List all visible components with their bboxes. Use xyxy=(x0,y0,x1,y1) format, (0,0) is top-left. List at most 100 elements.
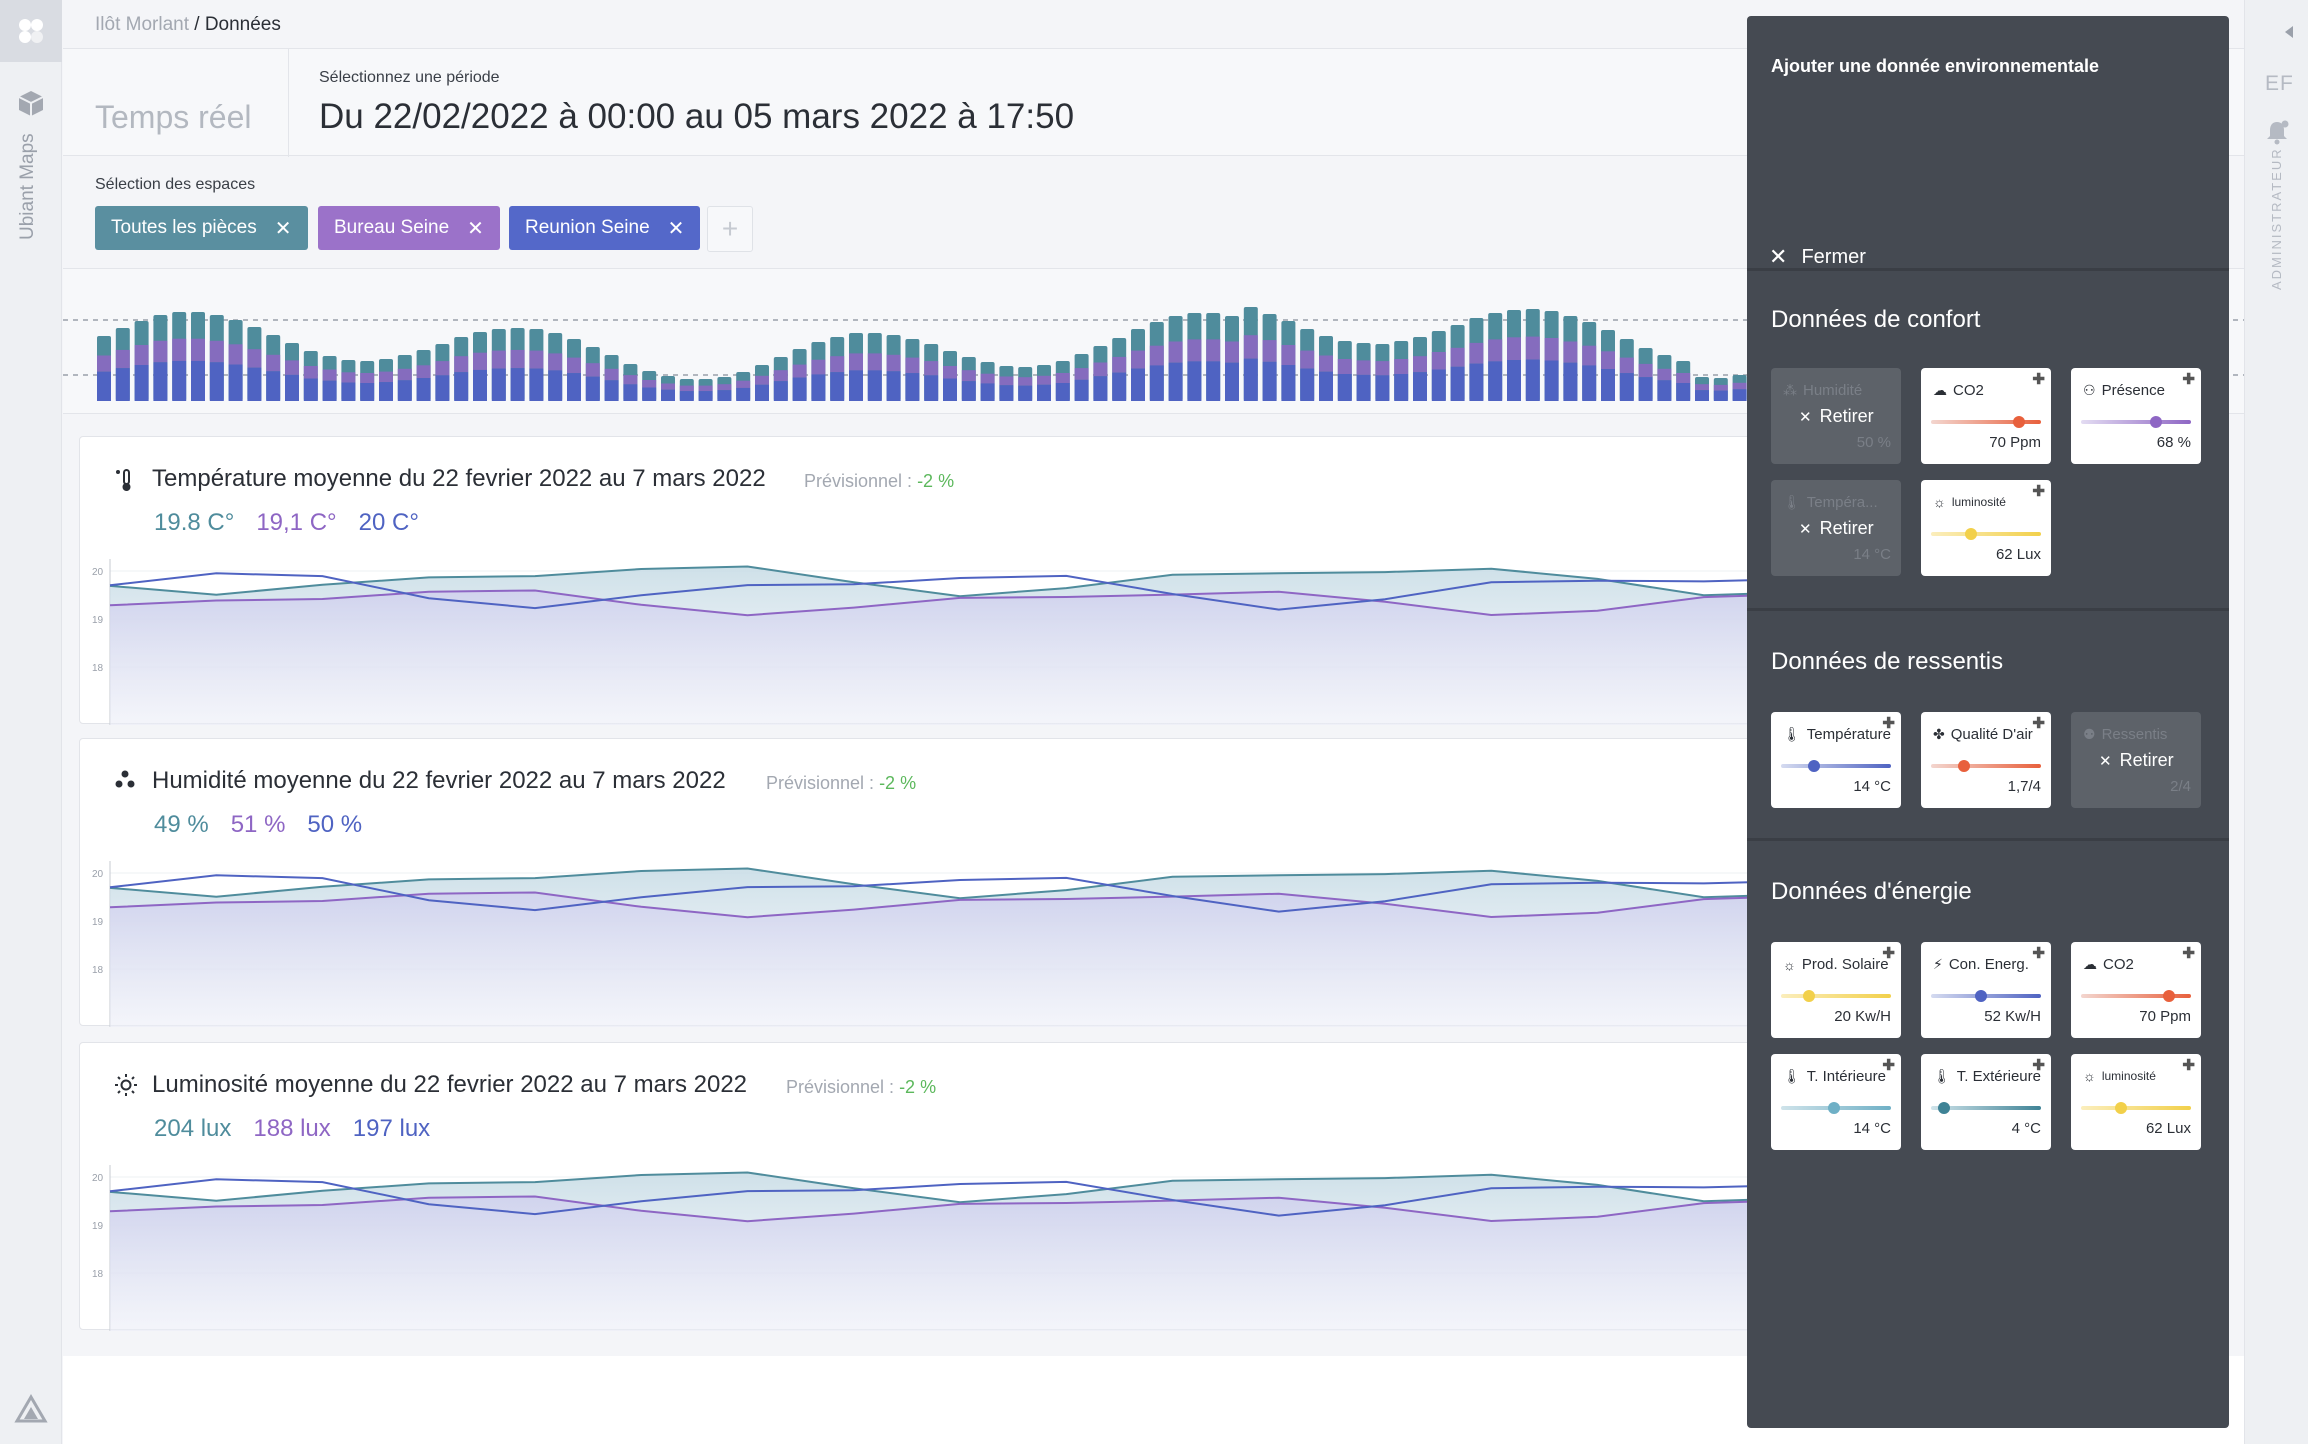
retire-button[interactable]: ✕ Retirer xyxy=(2099,750,2174,771)
timeline-bar xyxy=(1375,344,1390,401)
close-icon[interactable]: ✕ xyxy=(274,217,292,240)
tile-con-energ-[interactable]: ⚡︎ Con. Energ. ✚ 52 Kw/H xyxy=(1921,942,2051,1038)
chip-reunion-seine[interactable]: Reunion Seine ✕ xyxy=(509,206,701,250)
close-panel-button[interactable]: ✕ Fermer xyxy=(1769,244,1866,270)
app-logo-icon[interactable] xyxy=(0,0,62,62)
cube-icon[interactable] xyxy=(16,88,46,123)
plus-icon[interactable]: ✚ xyxy=(2032,715,2045,732)
timeline-bar xyxy=(1695,377,1709,401)
timeline-bar xyxy=(924,344,939,401)
timeline-bar xyxy=(153,315,168,401)
tile-value: 14 °C xyxy=(1853,778,1891,795)
tile-qualit-d-air[interactable]: ✤ Qualité D'air ✚ 1,7/4 xyxy=(1921,712,2051,808)
series-line-reunion xyxy=(109,1178,1810,1217)
timeline-bar xyxy=(1507,310,1521,401)
breadcrumb-parent[interactable]: Ilôt Morlant xyxy=(95,14,189,35)
tile-label: Con. Energ. xyxy=(1948,956,2029,973)
tile-luminosit-[interactable]: ☼ luminosité ✚ 62 Lux xyxy=(2071,1054,2201,1150)
forecast-label: Prévisionnel : xyxy=(786,1077,900,1097)
tile-prod-solaire[interactable]: ☼ Prod. Solaire ✚ 20 Kw/H xyxy=(1771,942,1901,1038)
value-reunion: 50 % xyxy=(307,811,363,838)
plus-icon[interactable]: ✚ xyxy=(2182,1057,2195,1074)
close-icon[interactable]: ✕ xyxy=(467,217,484,240)
breadcrumb-current: / Données xyxy=(194,14,281,35)
timeline-bar xyxy=(379,359,393,401)
timeline-bar xyxy=(811,342,826,401)
humidity-icon: ⁂ xyxy=(1783,382,1797,398)
plus-icon[interactable]: ✚ xyxy=(1882,945,1895,962)
person-icon: ⚉ xyxy=(2083,726,2096,742)
tile-label: luminosité xyxy=(1951,495,2006,509)
level-bar xyxy=(1931,420,2041,424)
timeline-bar xyxy=(792,349,807,401)
area-chart[interactable]: 20 19 18 xyxy=(80,851,1810,1027)
level-dot xyxy=(1802,990,1815,1002)
area-chart[interactable]: 20 19 18 xyxy=(80,1155,1810,1331)
tile-pr-sence[interactable]: ⚇ Présence ✚ 68 % xyxy=(2071,368,2201,464)
timeline-bar xyxy=(830,337,845,401)
plus-icon[interactable]: ✚ xyxy=(2182,945,2195,962)
divider xyxy=(1747,608,2229,611)
bell-icon[interactable] xyxy=(2263,118,2291,151)
timeline-bar xyxy=(867,333,882,401)
timeline-bar xyxy=(755,365,769,401)
divider xyxy=(1747,268,2229,271)
people-icon: ⚇ xyxy=(2083,382,2096,398)
tile-ressentis[interactable]: ⚉ Ressentis ✕ Retirer 2/4 xyxy=(2071,712,2201,808)
tile-t-int-rieure[interactable]: 🌡︎ T. Intérieure ✚ 14 °C xyxy=(1771,1054,1901,1150)
section-title-ressentis: Données de ressentis xyxy=(1771,648,2004,675)
timeline-bar xyxy=(191,312,205,401)
value-bureau: 51 % xyxy=(230,811,286,838)
plus-icon[interactable]: ✚ xyxy=(2032,371,2045,388)
plus-icon[interactable]: ✚ xyxy=(1882,1057,1895,1074)
plus-icon[interactable]: ✚ xyxy=(2032,945,2045,962)
y-tick-label: 20 xyxy=(92,567,104,578)
plus-icon[interactable]: ✚ xyxy=(2032,1057,2045,1074)
retire-button[interactable]: ✕ Retirer xyxy=(1799,406,1874,427)
sun-icon: ☼ xyxy=(1783,956,1796,973)
tile-label: Humidité xyxy=(1803,382,1863,399)
value-reunion: 20 C° xyxy=(358,509,419,536)
value-all: 49 % xyxy=(154,811,209,838)
collapse-caret-icon[interactable] xyxy=(2285,26,2293,38)
close-icon[interactable]: ✕ xyxy=(667,217,685,240)
tile-t-ext-rieure[interactable]: 🌡︎ T. Extérieure ✚ 4 °C xyxy=(1921,1054,2051,1150)
tile-temp-ra-[interactable]: 🌡︎ Tempéra... ✕ Retirer 14 °C xyxy=(1771,480,1901,576)
plus-icon[interactable]: ✚ xyxy=(2182,371,2195,388)
retire-label: Retirer xyxy=(1819,406,1874,426)
add-space-button[interactable]: + xyxy=(707,206,753,252)
plus-icon[interactable]: ✚ xyxy=(1882,715,1895,732)
realtime-toggle[interactable]: Temps réel xyxy=(95,99,252,135)
level-dot xyxy=(1938,1102,1951,1114)
tile-luminosit-[interactable]: ☼ luminosité ✚ 62 Lux xyxy=(1921,480,2051,576)
timeline-bar xyxy=(1018,367,1033,401)
period-selector[interactable]: Du 22/02/2022 à 00:00 au 05 mars 2022 à … xyxy=(319,97,1075,136)
plus-icon[interactable]: ✚ xyxy=(2032,483,2045,500)
tile-value: 1,7/4 xyxy=(2007,778,2041,795)
chip-bureau-seine[interactable]: Bureau Seine ✕ xyxy=(318,206,500,250)
card-values: 19.8 C° 19,1 C° 20 C° xyxy=(154,509,441,537)
temperature-card: Température moyenne du 22 fevrier 2022 a… xyxy=(79,436,1810,725)
y-tick-label: 20 xyxy=(92,869,104,880)
tile-co2[interactable]: ☁ CO2 ✚ 70 Ppm xyxy=(1921,368,2051,464)
level-bar xyxy=(1781,994,1891,998)
tile-label: Température xyxy=(1806,726,1891,743)
area-chart[interactable]: 20 19 18 xyxy=(80,549,1810,725)
tile-co2[interactable]: ☁ CO2 ✚ 70 Ppm xyxy=(2071,942,2201,1038)
tile-value: 14 °C xyxy=(1853,1120,1891,1137)
chip-all-rooms[interactable]: Toutes les pièces ✕ xyxy=(95,206,308,250)
series-area xyxy=(110,892,1810,1027)
tile-temp-rature[interactable]: 🌡︎ Température ✚ 14 °C xyxy=(1771,712,1901,808)
timeline-bar xyxy=(943,351,957,401)
retire-button[interactable]: ✕ Retirer xyxy=(1799,518,1874,539)
bolt-icon: ⚡︎ xyxy=(1933,956,1943,972)
fan-icon: ✤ xyxy=(1933,726,1945,742)
close-icon: ✕ xyxy=(1769,244,1788,269)
timeline-bar xyxy=(266,335,281,401)
tile-humidit-[interactable]: ⁂ Humidité ✕ Retirer 50 % xyxy=(1771,368,1901,464)
y-tick-label: 19 xyxy=(92,615,104,626)
timeline-bar xyxy=(679,379,694,401)
user-initials[interactable]: EF xyxy=(2265,72,2294,95)
close-label: Fermer xyxy=(1801,245,1866,268)
tile-label: Ressentis xyxy=(2101,726,2168,743)
